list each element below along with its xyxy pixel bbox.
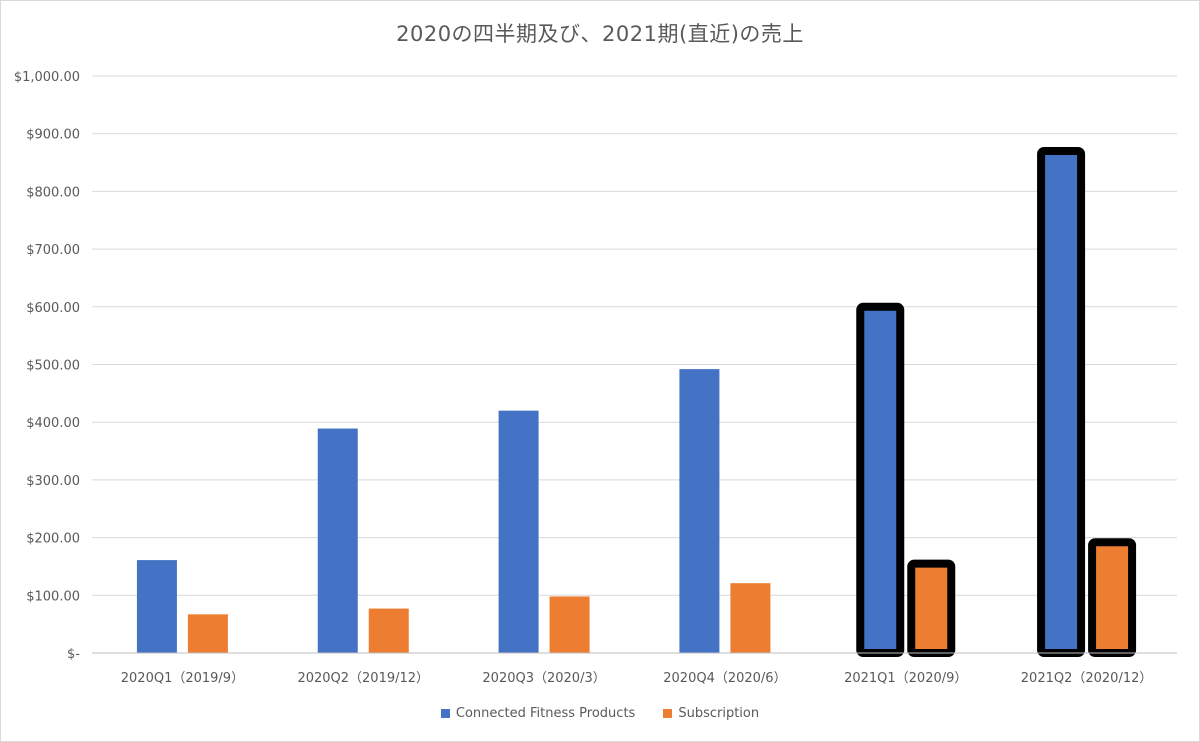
- x-tick-label: 2020Q2（2019/12）: [297, 671, 429, 686]
- legend-item-subscription: Subscription: [663, 706, 759, 721]
- legend-item-connected-fitness: Connected Fitness Products: [440, 706, 636, 721]
- bar-connected-fitness: [1037, 147, 1086, 657]
- y-tick-label: $300.00: [26, 474, 80, 489]
- bar-connected-fitness: [679, 369, 720, 653]
- y-tick-label: $200.00: [26, 532, 80, 547]
- bar-subscription: [730, 583, 771, 653]
- y-tick-label: $600.00: [26, 301, 80, 316]
- y-tick-label: $500.00: [26, 359, 80, 374]
- bar-connected-fitness: [856, 302, 905, 657]
- y-tick-label: $100.00: [26, 589, 80, 604]
- legend-label-subscription: Subscription: [678, 706, 760, 721]
- legend-label-connected-fitness: Connected Fitness Products: [455, 706, 636, 721]
- x-tick-label: 2021Q2（2020/12）: [1021, 671, 1153, 686]
- legend-swatch-connected-fitness: [440, 709, 450, 718]
- bar-connected-fitness: [136, 560, 177, 653]
- legend-swatch-subscription: [663, 709, 673, 718]
- x-tick-label: 2020Q4（2020/6）: [663, 671, 786, 686]
- bar-connected-fitness: [317, 428, 358, 653]
- x-tick-label: 2020Q3（2020/3）: [482, 671, 605, 686]
- bar-subscription: [187, 614, 228, 653]
- y-tick-label: $1,000.00: [14, 70, 80, 85]
- x-tick-label: 2021Q1（2020/9）: [844, 671, 967, 686]
- chart-title: 2020の四半期及び、2021期(直近)の売上: [396, 22, 804, 46]
- bar-subscription: [549, 596, 590, 653]
- y-tick-label: $800.00: [26, 185, 80, 200]
- y-tick-label: $900.00: [26, 128, 80, 143]
- y-tick-label: $400.00: [26, 416, 80, 431]
- x-tick-label: 2020Q1（2019/9）: [121, 671, 244, 686]
- legend: Connected Fitness Products Subscription: [0, 706, 1200, 721]
- y-tick-label: $-: [67, 647, 80, 662]
- bar-subscription: [368, 608, 409, 653]
- bar-connected-fitness: [498, 410, 539, 653]
- bar-subscription: [907, 559, 956, 657]
- bar-subscription: [1088, 538, 1137, 657]
- y-tick-label: $700.00: [26, 243, 80, 258]
